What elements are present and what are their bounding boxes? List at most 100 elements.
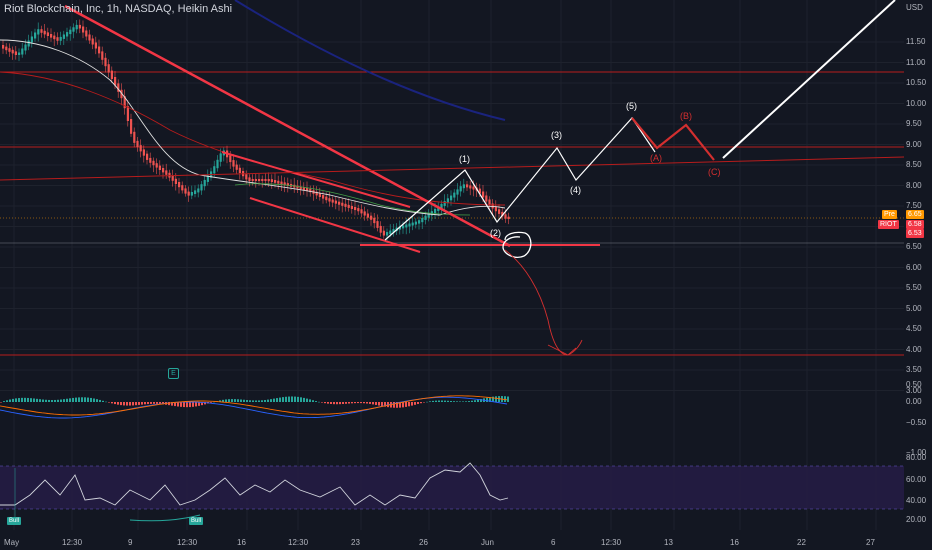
candle-body xyxy=(450,195,453,201)
macd-bar xyxy=(195,402,197,407)
candle-body xyxy=(274,180,277,183)
macd-bar xyxy=(495,396,497,402)
macd-bar xyxy=(228,399,230,402)
candle-body xyxy=(322,195,325,199)
macd-bar xyxy=(42,399,44,402)
candle-body xyxy=(504,214,507,219)
channel-lower-line[interactable] xyxy=(249,197,421,253)
candle-body xyxy=(456,189,459,195)
candle-body xyxy=(392,229,395,233)
macd-bar xyxy=(108,402,110,403)
macd-bar xyxy=(39,399,41,402)
macd-bar xyxy=(141,402,143,405)
macd-bar xyxy=(309,399,311,402)
macd-bar xyxy=(63,399,65,402)
price-tick: 3.00 xyxy=(906,385,922,395)
candle-body xyxy=(472,186,475,190)
candle-body xyxy=(34,32,37,39)
macd-bar xyxy=(369,402,371,404)
long-resistance-line[interactable] xyxy=(0,156,905,181)
macd-bar xyxy=(78,397,80,402)
candle-body xyxy=(14,51,17,55)
macd-bar xyxy=(81,397,83,402)
macd-bar xyxy=(93,398,95,402)
candle-body xyxy=(184,188,187,194)
macd-bar xyxy=(3,401,5,402)
time-tick: 26 xyxy=(419,538,428,547)
time-tick: 12:30 xyxy=(288,538,309,547)
macd-bar xyxy=(15,398,17,402)
macd-bar xyxy=(306,398,308,402)
macd-bar xyxy=(99,399,101,402)
candle-body xyxy=(280,181,283,185)
time-tick: 12:30 xyxy=(62,538,83,547)
candle-body xyxy=(11,49,14,54)
candle-body xyxy=(261,179,264,181)
projection-breakout-line[interactable] xyxy=(722,0,896,159)
macd-bar xyxy=(0,402,2,403)
price-tick: 10.00 xyxy=(906,98,927,108)
macd-bar xyxy=(342,402,344,404)
highlight-circle[interactable] xyxy=(502,231,532,258)
candle-body xyxy=(507,216,510,219)
candle-body xyxy=(123,96,126,109)
candle-body xyxy=(43,30,46,35)
macd-bar xyxy=(351,402,353,404)
macd-bar xyxy=(12,398,14,402)
macd-bar xyxy=(156,402,158,404)
candle-body xyxy=(219,153,222,162)
time-tick: 23 xyxy=(351,538,360,547)
candle-body xyxy=(373,217,376,224)
candle-body xyxy=(178,182,181,188)
candle-body xyxy=(197,188,200,193)
candle-body xyxy=(258,179,261,181)
macd-bar xyxy=(375,402,377,405)
main-downtrend-line[interactable] xyxy=(64,4,511,248)
wave-label-5: (5) xyxy=(626,101,637,111)
wave-label-4: (4) xyxy=(570,185,581,195)
earnings-event-icon[interactable]: E xyxy=(168,368,179,379)
candle-body xyxy=(347,204,350,208)
candle-body xyxy=(331,199,334,203)
macd-bar xyxy=(279,397,281,402)
price-tick: 6.00 xyxy=(906,262,922,272)
macd-bar xyxy=(273,398,275,402)
macd-bar xyxy=(477,399,479,402)
pre-market-badge: Pre xyxy=(882,210,897,219)
candle-body xyxy=(229,155,232,163)
macd-bar xyxy=(402,402,404,408)
candle-body xyxy=(126,106,129,121)
macd-bar xyxy=(471,400,473,402)
macd-bar xyxy=(225,399,227,402)
candle-body xyxy=(421,217,424,223)
rsi-tick: 20.00 xyxy=(906,515,927,524)
candle-body xyxy=(306,188,309,191)
candle-body xyxy=(482,191,485,198)
corrective-wave-path[interactable] xyxy=(631,117,715,161)
candle-body xyxy=(370,215,373,220)
candle-body xyxy=(446,198,449,204)
macd-bar xyxy=(261,400,263,402)
macd-bar xyxy=(96,399,98,402)
macd-bar xyxy=(417,402,419,405)
candle-body xyxy=(424,215,427,220)
price-tick: 7.50 xyxy=(906,201,922,210)
macd-bar xyxy=(321,402,323,403)
bearish-scenario-curve[interactable] xyxy=(504,249,583,356)
candle-body xyxy=(40,29,43,33)
macd-bar xyxy=(285,396,287,402)
time-tick: 12:30 xyxy=(601,538,622,547)
channel-upper-line[interactable] xyxy=(221,151,411,208)
macd-bar xyxy=(90,397,92,402)
macd-bar xyxy=(465,401,467,402)
candle-body xyxy=(82,26,85,33)
candle-body xyxy=(139,145,142,152)
candle-body xyxy=(62,34,65,39)
macd-bar xyxy=(201,402,203,406)
macd-bar xyxy=(336,402,338,405)
macd-bar xyxy=(168,402,170,406)
macd-tick: 0.00 xyxy=(906,397,922,406)
candle-body xyxy=(264,179,267,181)
candle-body xyxy=(98,46,101,54)
